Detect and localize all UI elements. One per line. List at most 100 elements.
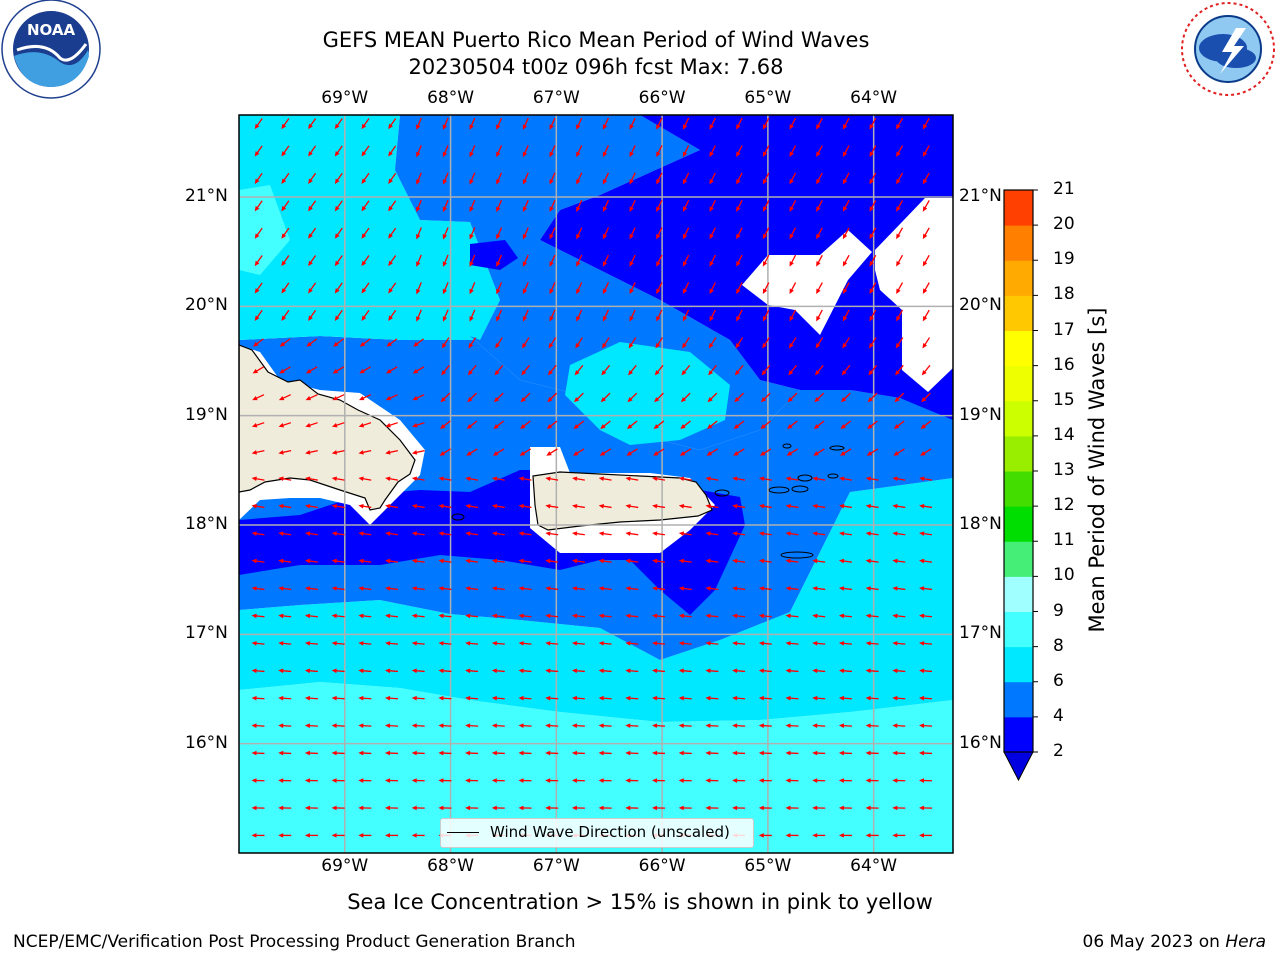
wind-wave-arrow-icon bbox=[678, 778, 692, 783]
wind-wave-arrow-icon bbox=[465, 531, 479, 536]
wind-wave-arrow-icon bbox=[709, 254, 716, 267]
wind-wave-arrow-icon bbox=[652, 805, 666, 811]
wind-wave-arrow-icon bbox=[441, 364, 450, 376]
wind-wave-arrow-icon bbox=[705, 641, 719, 646]
wind-wave-arrow-icon bbox=[361, 227, 370, 239]
wind-wave-arrow-icon bbox=[518, 641, 532, 646]
lat-label-right: 18°N bbox=[959, 514, 1002, 534]
wind-wave-arrow-icon bbox=[838, 750, 852, 756]
wind-wave-arrow-icon bbox=[922, 145, 930, 157]
wind-wave-arrow-icon bbox=[469, 227, 476, 240]
wind-wave-arrow-icon bbox=[812, 558, 826, 564]
wind-wave-arrow-icon bbox=[762, 227, 770, 240]
wind-wave-arrow-icon bbox=[892, 778, 906, 783]
colorbar-tick-label: 2 bbox=[1053, 741, 1064, 761]
wind-wave-arrow-icon bbox=[416, 282, 422, 295]
wind-wave-arrow-icon bbox=[678, 476, 692, 482]
wind-wave-arrow-icon bbox=[816, 172, 823, 185]
wind-wave-arrow-icon bbox=[439, 448, 451, 456]
wind-wave-arrow-icon bbox=[653, 448, 665, 456]
wind-wave-arrow-icon bbox=[492, 448, 505, 456]
wind-wave-arrow-icon bbox=[495, 337, 503, 349]
wind-wave-arrow-icon bbox=[278, 586, 292, 591]
wind-wave-arrow-icon bbox=[254, 227, 263, 239]
chart-title: GEFS MEAN Puerto Rico Mean Period of Win… bbox=[322, 28, 870, 52]
wind-wave-arrow-icon bbox=[416, 199, 422, 213]
wind-wave-arrow-icon bbox=[895, 337, 904, 349]
wind-wave-arrow-icon bbox=[785, 723, 799, 728]
colorbar-tick-label: 18 bbox=[1053, 284, 1075, 305]
wind-wave-arrow-icon bbox=[442, 282, 449, 295]
wind-wave-arrow-icon bbox=[678, 531, 692, 536]
wind-wave-arrow-icon bbox=[361, 309, 370, 321]
colorbar-segment bbox=[1004, 471, 1033, 507]
wind-wave-arrow-icon bbox=[867, 420, 878, 430]
wind-wave-arrow-icon bbox=[865, 531, 879, 536]
wind-wave-arrow-icon bbox=[549, 227, 556, 240]
wind-wave-arrow-icon bbox=[680, 392, 691, 403]
wind-wave-arrow-icon bbox=[281, 172, 290, 184]
wind-wave-arrow-icon bbox=[251, 558, 265, 564]
wind-wave-arrow-icon bbox=[842, 145, 850, 157]
wind-wave-arrow-icon bbox=[652, 668, 666, 674]
wind-wave-arrow-icon bbox=[465, 805, 479, 811]
wind-wave-arrow-icon bbox=[838, 531, 852, 536]
wind-wave-arrow-icon bbox=[334, 282, 343, 294]
wind-wave-arrow-icon bbox=[491, 586, 505, 591]
wind-wave-arrow-icon bbox=[281, 227, 290, 239]
wind-wave-arrow-icon bbox=[252, 394, 265, 401]
wind-wave-arrow-icon bbox=[919, 503, 933, 509]
colorbar-segment bbox=[1004, 576, 1033, 612]
small-island bbox=[714, 489, 730, 497]
wind-wave-arrow-icon bbox=[278, 613, 292, 619]
wind-wave-arrow-icon bbox=[491, 750, 505, 756]
wind-wave-arrow-icon bbox=[304, 613, 318, 619]
wind-wave-arrow-icon bbox=[869, 254, 877, 267]
wind-wave-arrow-icon bbox=[438, 558, 452, 564]
colorbar-segment bbox=[1004, 646, 1033, 683]
wind-wave-arrow-icon bbox=[334, 227, 343, 239]
wind-wave-arrow-icon bbox=[411, 641, 425, 646]
wind-wave-arrow-icon bbox=[545, 613, 559, 619]
wind-wave-arrow-icon bbox=[678, 668, 692, 674]
wind-wave-arrow-icon bbox=[411, 750, 425, 756]
wind-wave-arrow-icon bbox=[438, 641, 452, 646]
wind-wave-arrow-icon bbox=[732, 723, 746, 728]
wind-wave-arrow-icon bbox=[892, 558, 906, 564]
wind-wave-arrow-icon bbox=[629, 282, 636, 295]
wind-wave-arrow-icon bbox=[732, 476, 746, 482]
wind-wave-arrow-icon bbox=[438, 503, 452, 509]
wind-wave-arrow-icon bbox=[388, 309, 397, 321]
wind-wave-arrow-icon bbox=[361, 118, 370, 130]
wind-wave-arrow-icon bbox=[386, 366, 398, 374]
wind-wave-arrow-icon bbox=[762, 172, 770, 185]
colorbar-under-extension bbox=[1003, 751, 1034, 782]
wind-wave-arrow-icon bbox=[892, 723, 906, 728]
wind-wave-arrow-icon bbox=[680, 420, 691, 430]
wind-wave-arrow-icon bbox=[496, 309, 503, 322]
colorbar-segment bbox=[1004, 435, 1033, 472]
wind-wave-arrow-icon bbox=[758, 695, 772, 701]
wind-wave-arrow-icon bbox=[598, 586, 612, 591]
small-island bbox=[782, 443, 792, 449]
wind-wave-arrow-icon bbox=[814, 392, 825, 403]
wind-wave-arrow-icon bbox=[895, 364, 904, 376]
wind-wave-arrow-icon bbox=[442, 254, 449, 267]
wind-wave-arrow-icon bbox=[571, 778, 585, 783]
wind-wave-arrow-icon bbox=[709, 199, 716, 212]
wind-wave-arrow-icon bbox=[709, 172, 716, 185]
wind-wave-arrow-icon bbox=[385, 833, 399, 838]
wind-wave-arrow-icon bbox=[411, 476, 425, 482]
wind-wave-arrow-icon bbox=[869, 337, 877, 349]
wind-wave-arrow-icon bbox=[412, 366, 425, 374]
wind-wave-arrow-icon bbox=[491, 723, 505, 728]
wind-wave-arrow-icon bbox=[838, 723, 852, 728]
wind-wave-arrow-icon bbox=[385, 695, 399, 701]
wind-wave-arrow-icon bbox=[308, 227, 317, 239]
wind-wave-arrow-icon bbox=[304, 723, 318, 728]
wind-wave-arrow-icon bbox=[571, 531, 585, 536]
wind-wave-arrow-icon bbox=[842, 309, 850, 322]
lat-label-left: 20°N bbox=[185, 295, 228, 316]
wind-wave-arrow-icon bbox=[308, 309, 317, 321]
